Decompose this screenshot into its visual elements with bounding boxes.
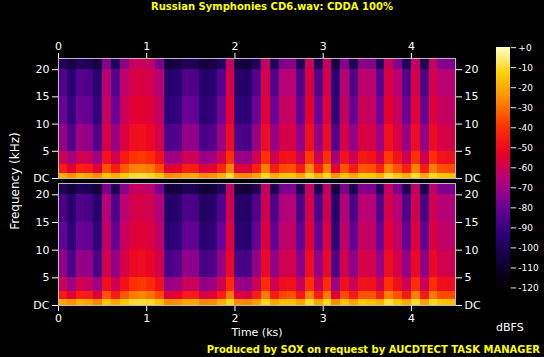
svg-text:-10: -10 (518, 63, 533, 73)
svg-text:15: 15 (465, 216, 479, 229)
svg-text:15: 15 (36, 90, 50, 103)
svg-text:-80: -80 (518, 203, 533, 213)
svg-text:DC: DC (465, 172, 481, 185)
svg-text:10: 10 (465, 244, 479, 257)
svg-text:-20: -20 (518, 83, 533, 93)
svg-text:DC: DC (33, 299, 49, 312)
svg-text:3: 3 (320, 40, 327, 53)
svg-text:20: 20 (36, 63, 50, 76)
svg-text:-110: -110 (518, 263, 539, 273)
svg-text:-90: -90 (518, 223, 533, 233)
svg-text:DC: DC (33, 172, 49, 185)
svg-text:5: 5 (43, 145, 50, 158)
svg-text:15: 15 (36, 216, 50, 229)
svg-text:-30: -30 (518, 103, 533, 113)
html-text:Produced by SOX on request by: Produced by SOX on request by AUCDTECT T… (206, 344, 540, 355)
svg-text:20: 20 (465, 188, 479, 201)
svg-text:5: 5 (465, 145, 472, 158)
svg-text:-60: -60 (518, 163, 533, 173)
svg-text:20: 20 (465, 63, 479, 76)
svg-text:0: 0 (55, 312, 62, 325)
svg-text:4: 4 (408, 40, 415, 53)
svg-text:-120: -120 (518, 283, 539, 293)
svg-text:5: 5 (465, 271, 472, 284)
svg-text:1: 1 (143, 312, 150, 325)
html-text:Russian Symphonies CD6.wav: CD: Russian Symphonies CD6.wav: CDDA 100% (151, 1, 393, 12)
svg-text:-100: -100 (518, 243, 539, 253)
svg-text:10: 10 (36, 118, 50, 131)
svg-text:2: 2 (231, 312, 238, 325)
svg-text:-70: -70 (518, 183, 533, 193)
svg-text:5: 5 (43, 271, 50, 284)
svg-text:4: 4 (408, 312, 415, 325)
svg-text:1: 1 (143, 40, 150, 53)
svg-text:15: 15 (465, 90, 479, 103)
svg-text:DC: DC (465, 299, 481, 312)
svg-text:20: 20 (36, 188, 50, 201)
svg-text:0: 0 (55, 40, 62, 53)
svg-text:10: 10 (36, 244, 50, 257)
svg-text:3: 3 (320, 312, 327, 325)
html-text:Frequency (kHz): Frequency (kHz) (8, 132, 22, 230)
svg-text:-50: -50 (518, 143, 533, 153)
svg-text:10: 10 (465, 118, 479, 131)
html-text:dBFS: dBFS (496, 321, 524, 334)
svg-text:Time (ks): Time (ks) (230, 326, 282, 339)
svg-text:+0: +0 (518, 43, 532, 53)
svg-text:2: 2 (231, 40, 238, 53)
svg-text:-40: -40 (518, 123, 533, 133)
